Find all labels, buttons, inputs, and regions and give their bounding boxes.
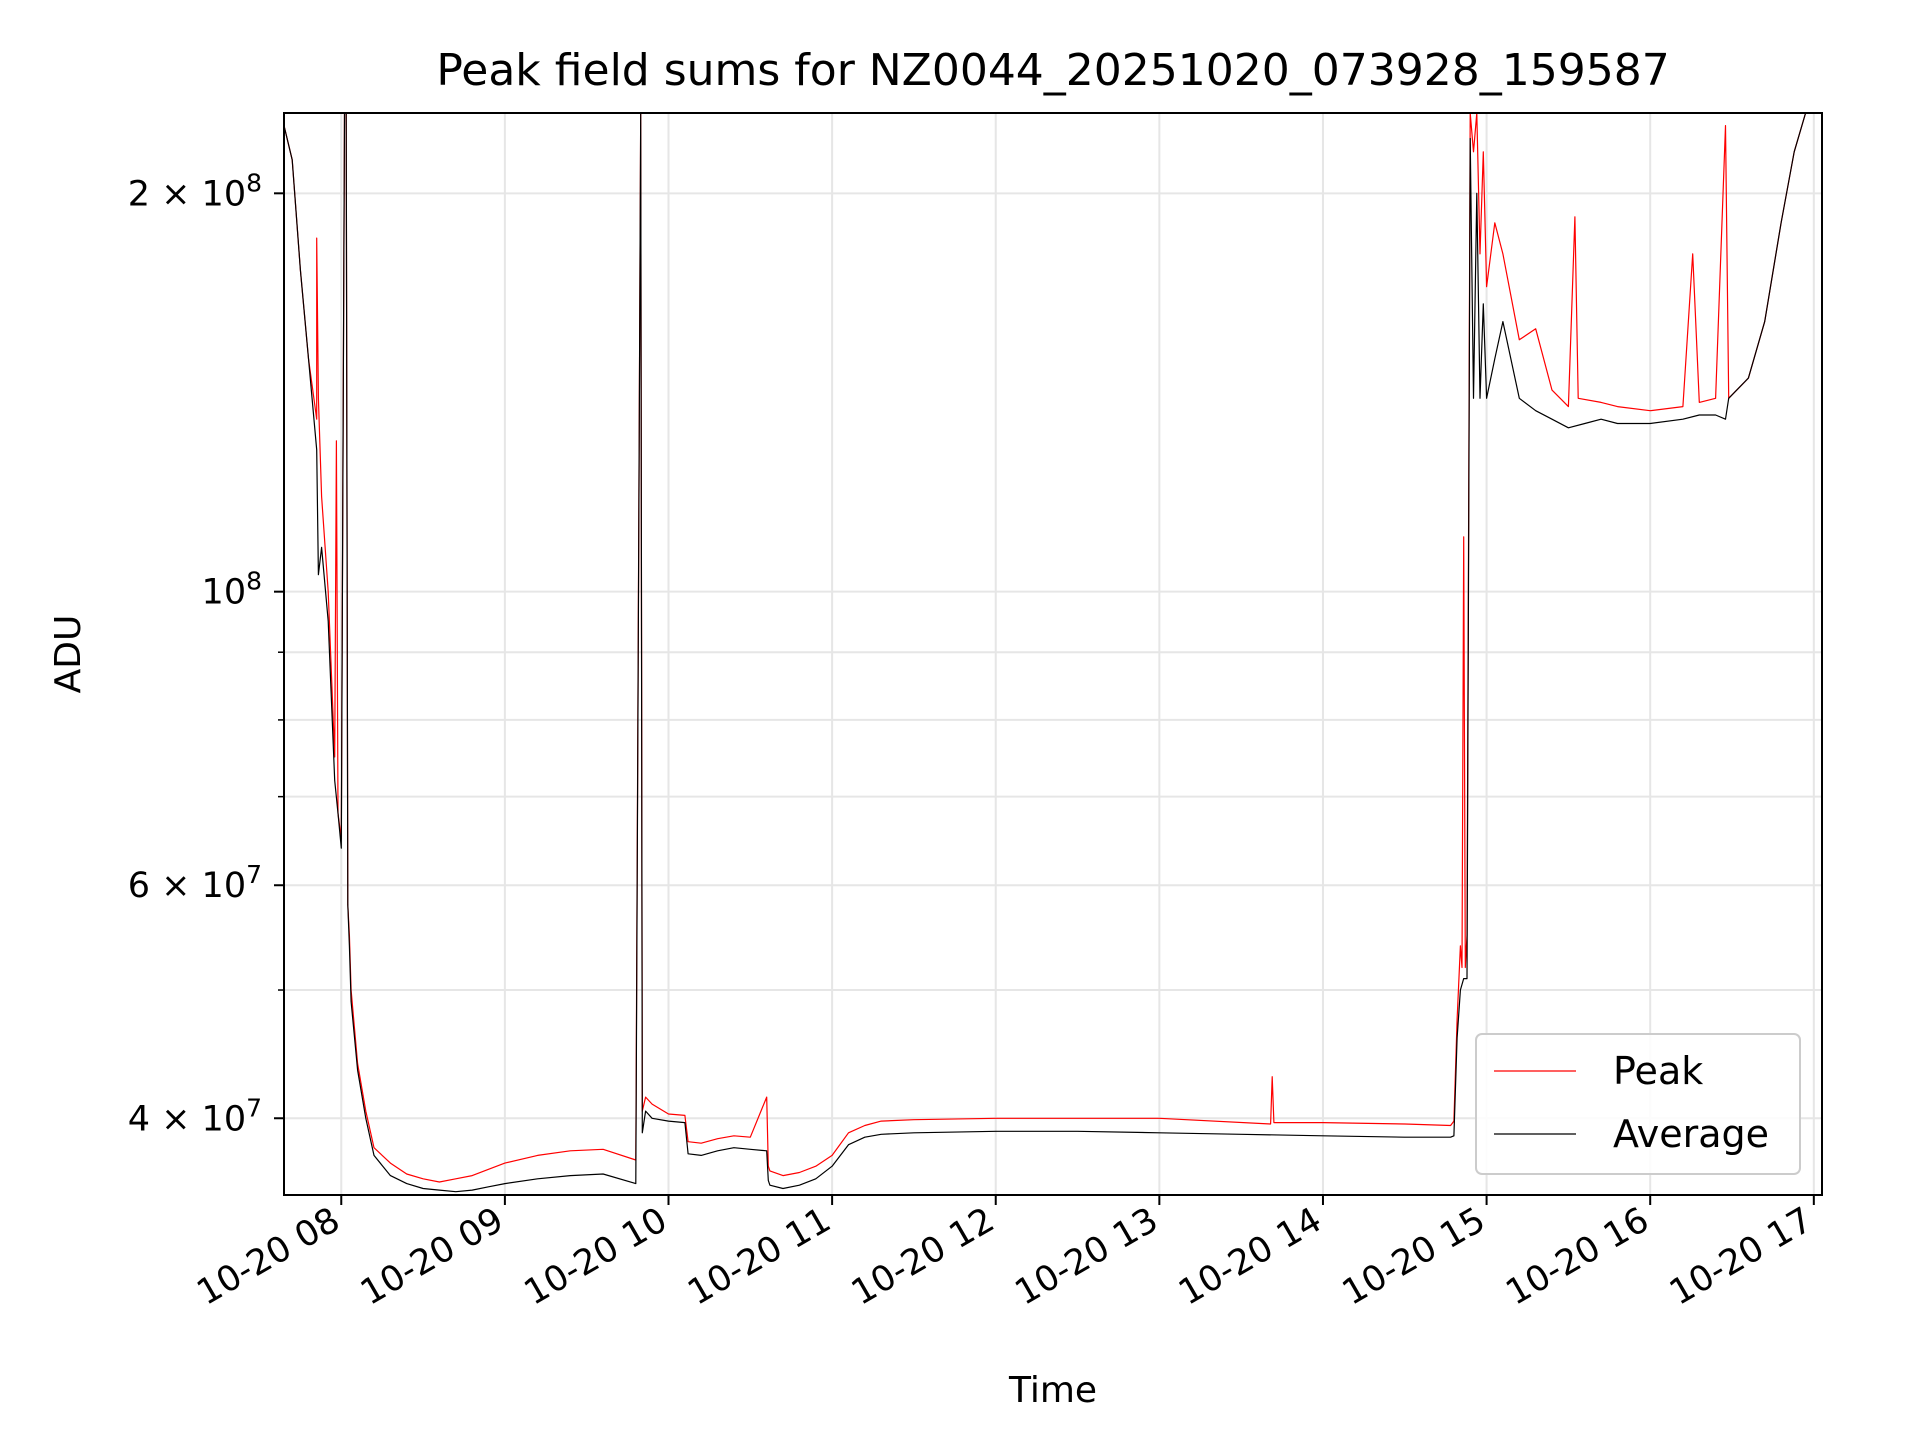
- plot-frame: [283, 112, 1823, 1196]
- series-layer: [284, 113, 1822, 1193]
- chart-title: Peak field sums for NZ0044_20251020_0739…: [436, 45, 1669, 96]
- y-tick-label: 108: [202, 567, 262, 613]
- legend-label-peak: Peak: [1613, 1049, 1703, 1093]
- legend-label-average: Average: [1613, 1112, 1769, 1156]
- legend: Peak Average: [1475, 1033, 1801, 1175]
- legend-box: [1475, 1033, 1801, 1175]
- y-axis-label: ADU: [48, 615, 89, 694]
- y-tick-label: 2 × 108: [128, 168, 262, 214]
- series-line-average: [284, 113, 1822, 1193]
- y-tick-label: 4 × 107: [128, 1093, 262, 1139]
- x-axis-label: Time: [1008, 1370, 1097, 1411]
- y-tick-label: 6 × 107: [128, 860, 262, 906]
